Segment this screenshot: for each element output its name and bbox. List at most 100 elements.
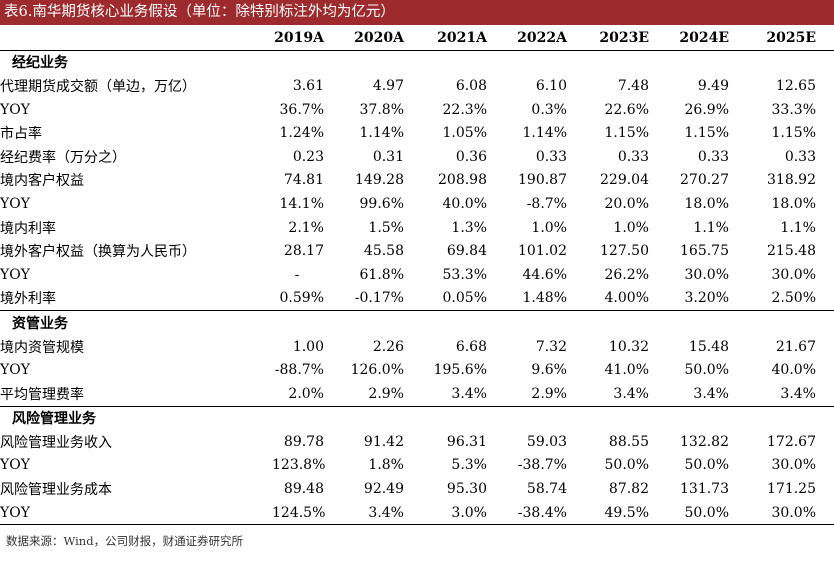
cell-value: 3.20% xyxy=(684,290,729,307)
cell-value: 0.31 xyxy=(372,148,404,165)
assumptions-table: 2019A 2020A 2021A 2022A 2023E 2024E 2025E 经纪业务… xyxy=(0,26,834,525)
table-row: 风险管理业务收入 89.78 91.42 96.31 59.03 88.55 132.82 1… xyxy=(0,430,834,454)
cell-value: 1.0% xyxy=(613,219,649,236)
row-label: 代理期货成交额（单边，万亿） xyxy=(0,78,196,95)
row-label: 境内利率 xyxy=(0,220,56,237)
column-header: 2019A xyxy=(274,29,324,46)
table-row: YOY 123.8% 1.8% 5.3% -38.7% 50.0% 50.0% 30.0% xyxy=(0,454,834,478)
column-header: 2025E xyxy=(766,29,816,46)
cell-value: 74.81 xyxy=(283,172,324,189)
cell-value: 37.8% xyxy=(359,101,404,118)
cell-value: 4.00% xyxy=(604,290,649,307)
cell-value: 58.74 xyxy=(526,481,567,498)
cell-value: 6.08 xyxy=(455,77,487,94)
section-title: 经纪业务 xyxy=(12,55,68,72)
cell-value: 15.48 xyxy=(688,338,729,355)
cell-value: 30.0% xyxy=(684,266,729,283)
cell-value: 2.9% xyxy=(368,385,404,402)
table-row: 境内客户权益 74.81 149.28 208.98 190.87 229.04 270.2… xyxy=(0,169,834,193)
cell-value: 30.0% xyxy=(771,457,816,474)
cell-value: 3.4% xyxy=(451,385,487,402)
row-label: YOY xyxy=(0,504,30,521)
cell-value: -88.7% xyxy=(274,362,324,379)
column-header: 2021A xyxy=(437,29,487,46)
cell-value: 0.33 xyxy=(784,148,816,165)
column-header: 2022A xyxy=(517,29,567,46)
cell-value: 1.00 xyxy=(292,338,324,355)
cell-value: 3.4% xyxy=(693,385,729,402)
cell-value: 149.28 xyxy=(355,172,404,189)
cell-value: 9.49 xyxy=(697,77,729,94)
table-row: 市占率 1.24% 1.14% 1.05% 1.14% 1.15% 1.15% 1.15% xyxy=(0,121,834,145)
cell-value: 41.0% xyxy=(604,362,649,379)
cell-value: 127.50 xyxy=(600,243,649,260)
cell-value: 0.23 xyxy=(292,148,324,165)
cell-value: 3.4% xyxy=(368,504,404,521)
column-header: 2023E xyxy=(599,29,649,46)
section-title: 资管业务 xyxy=(0,310,834,335)
table-row: YOY 124.5% 3.4% 3.0% -38.4% 49.5% 50.0% 30.0% xyxy=(0,501,834,525)
cell-value: 3.4% xyxy=(780,385,816,402)
cell-value: 95.30 xyxy=(446,481,487,498)
cell-value: 172.67 xyxy=(767,433,816,450)
table-row: 境内利率 2.1% 1.5% 1.3% 1.0% 1.0% 1.1% 1.1% xyxy=(0,216,834,240)
cell-value: 2.0% xyxy=(288,385,324,402)
cell-value: 3.0% xyxy=(451,504,487,521)
cell-value: 131.73 xyxy=(680,481,729,498)
row-label: 境外客户权益（换算为人民币） xyxy=(0,244,196,261)
row-label: 平均管理费率 xyxy=(0,386,84,403)
cell-value: 101.02 xyxy=(518,243,567,260)
cell-value: -8.7% xyxy=(526,195,567,212)
cell-value: 21.67 xyxy=(775,338,816,355)
cell-value: - xyxy=(294,266,300,283)
cell-value: 36.7% xyxy=(279,101,324,118)
cell-value: 0.33 xyxy=(617,148,649,165)
table-title: 表6.南华期货核心业务假设（单位：除特别标注外均为亿元） xyxy=(0,0,834,25)
cell-value: 229.04 xyxy=(600,172,649,189)
cell-value: 126.0% xyxy=(350,362,404,379)
cell-value: 44.6% xyxy=(522,266,567,283)
cell-value: 49.5% xyxy=(604,504,649,521)
cell-value: 2.1% xyxy=(288,219,324,236)
table-row: YOY -88.7% 126.0% 195.6% 9.6% 41.0% 50.0% 40.0% xyxy=(0,358,834,382)
cell-value: 1.05% xyxy=(442,125,487,142)
source-note: 数据来源：Wind，公司财报，财通证券研究所 xyxy=(6,534,244,548)
cell-value: 89.78 xyxy=(283,433,324,450)
row-label: 境外利率 xyxy=(0,291,56,308)
cell-value: 1.1% xyxy=(693,219,729,236)
cell-value: 10.32 xyxy=(608,338,649,355)
cell-value: 91.42 xyxy=(363,433,404,450)
row-label: YOY xyxy=(0,266,30,283)
cell-value: 1.14% xyxy=(359,125,404,142)
cell-value: 7.32 xyxy=(535,338,567,355)
row-label: YOY xyxy=(0,362,30,379)
cell-value: 87.82 xyxy=(608,481,649,498)
cell-value: 1.15% xyxy=(604,125,649,142)
cell-value: 2.26 xyxy=(372,338,404,355)
cell-value: 18.0% xyxy=(684,195,729,212)
cell-value: 3.61 xyxy=(292,77,324,94)
cell-value: 208.98 xyxy=(438,172,487,189)
section-row: 风险管理业务 xyxy=(0,405,834,431)
cell-value: 190.87 xyxy=(518,172,567,189)
cell-value: 165.75 xyxy=(680,243,729,260)
cell-value: -38.4% xyxy=(517,504,567,521)
cell-value: 26.9% xyxy=(684,101,729,118)
cell-value: 2.50% xyxy=(771,290,816,307)
cell-value: 1.8% xyxy=(368,457,404,474)
table-row: 境外利率 0.59% -0.17% 0.05% 1.48% 4.00% 3.20% 2.50% xyxy=(0,287,834,311)
cell-value: 33.3% xyxy=(771,101,816,118)
cell-value: 88.55 xyxy=(608,433,649,450)
cell-value: 1.14% xyxy=(522,125,567,142)
table-row: 境外客户权益（换算为人民币） 28.17 45.58 69.84 101.02 127.5… xyxy=(0,239,834,263)
cell-value: 9.6% xyxy=(531,362,567,379)
cell-value: 2.9% xyxy=(531,385,567,402)
cell-value: 1.3% xyxy=(451,219,487,236)
row-label: 境内客户权益 xyxy=(0,173,84,190)
cell-value: 1.24% xyxy=(279,125,324,142)
table-row: 代理期货成交额（单边，万亿） 3.61 4.97 6.08 6.10 7.48 9.49 12… xyxy=(0,74,834,98)
table-row: YOY - 61.8% 53.3% 44.6% 26.2% 30.0% 30.0% xyxy=(0,263,834,287)
row-label: YOY xyxy=(0,457,30,474)
row-label: 风险管理业务收入 xyxy=(0,434,112,451)
cell-value: 171.25 xyxy=(767,481,816,498)
